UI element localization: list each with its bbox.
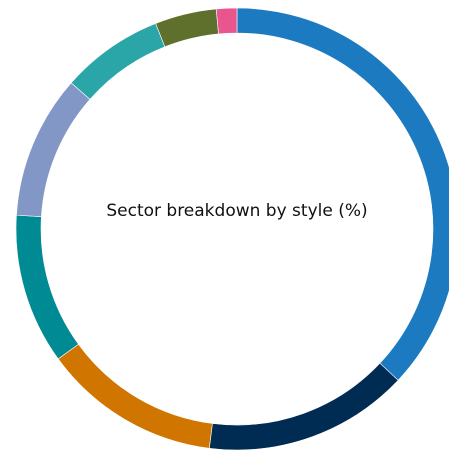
donut-slice-5 <box>16 82 91 218</box>
donut-slice-8 <box>215 7 238 35</box>
donut-slice-3 <box>57 343 213 449</box>
donut-slice-4 <box>15 214 79 360</box>
donut-slice-1 <box>236 7 449 381</box>
donut-slice-2 <box>208 362 399 451</box>
donut-slice-6 <box>70 23 166 100</box>
chart-title: Sector breakdown by style (%) <box>106 201 367 221</box>
donut-slices <box>15 7 449 451</box>
donut-slice-7 <box>155 8 219 48</box>
